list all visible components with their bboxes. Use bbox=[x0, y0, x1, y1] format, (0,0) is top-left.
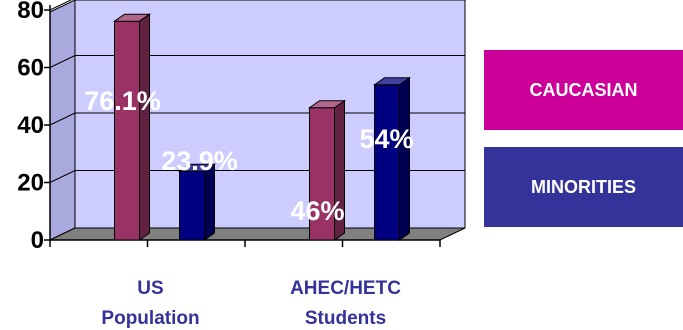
category-label-line: Students bbox=[305, 308, 386, 329]
y-tick-label: 0 bbox=[31, 227, 44, 254]
y-tick-label: 60 bbox=[17, 55, 44, 82]
legend-entry-minorities: MINORITIES bbox=[484, 147, 683, 227]
bars bbox=[112, 13, 412, 241]
legend-label: CAUCASIAN bbox=[529, 79, 638, 100]
category-labels: US Population AHEC/HETC Students bbox=[101, 278, 401, 329]
legend-label: MINORITIES bbox=[530, 176, 636, 197]
bar-front bbox=[374, 84, 400, 241]
data-label: 54% bbox=[359, 124, 413, 154]
bar-front bbox=[309, 107, 335, 241]
gridline bbox=[49, 0, 72, 11]
bar-side bbox=[139, 13, 150, 241]
y-tick-label: 80 bbox=[17, 0, 44, 24]
plot-side-wall bbox=[49, 0, 76, 241]
bar-side bbox=[399, 76, 410, 241]
gridline bbox=[49, 55, 465, 68]
category-label-line: AHEC/HETC bbox=[290, 278, 401, 299]
data-label: 46% bbox=[290, 196, 344, 226]
data-labels: 76.1% 46% 23.9% 54% bbox=[84, 86, 413, 226]
data-label: 76.1% bbox=[84, 86, 161, 116]
bar-top bbox=[112, 13, 152, 22]
y-tick-label: 40 bbox=[17, 112, 44, 139]
category-label-line: US bbox=[137, 278, 163, 299]
category-label: US Population bbox=[101, 278, 199, 329]
bar-top bbox=[372, 77, 412, 86]
legend-entry-caucasian: CAUCASIAN bbox=[484, 50, 683, 130]
y-tick-label: 20 bbox=[17, 170, 44, 197]
data-label: 23.9% bbox=[161, 146, 238, 176]
bar-top bbox=[177, 163, 217, 172]
bar-front bbox=[179, 170, 205, 241]
category-label: AHEC/HETC Students bbox=[290, 278, 401, 329]
bar-top bbox=[307, 100, 347, 109]
bar-front bbox=[114, 20, 140, 241]
y-tick-labels: 0 20 40 60 80 bbox=[17, 0, 44, 254]
category-label-line: Population bbox=[101, 308, 199, 329]
